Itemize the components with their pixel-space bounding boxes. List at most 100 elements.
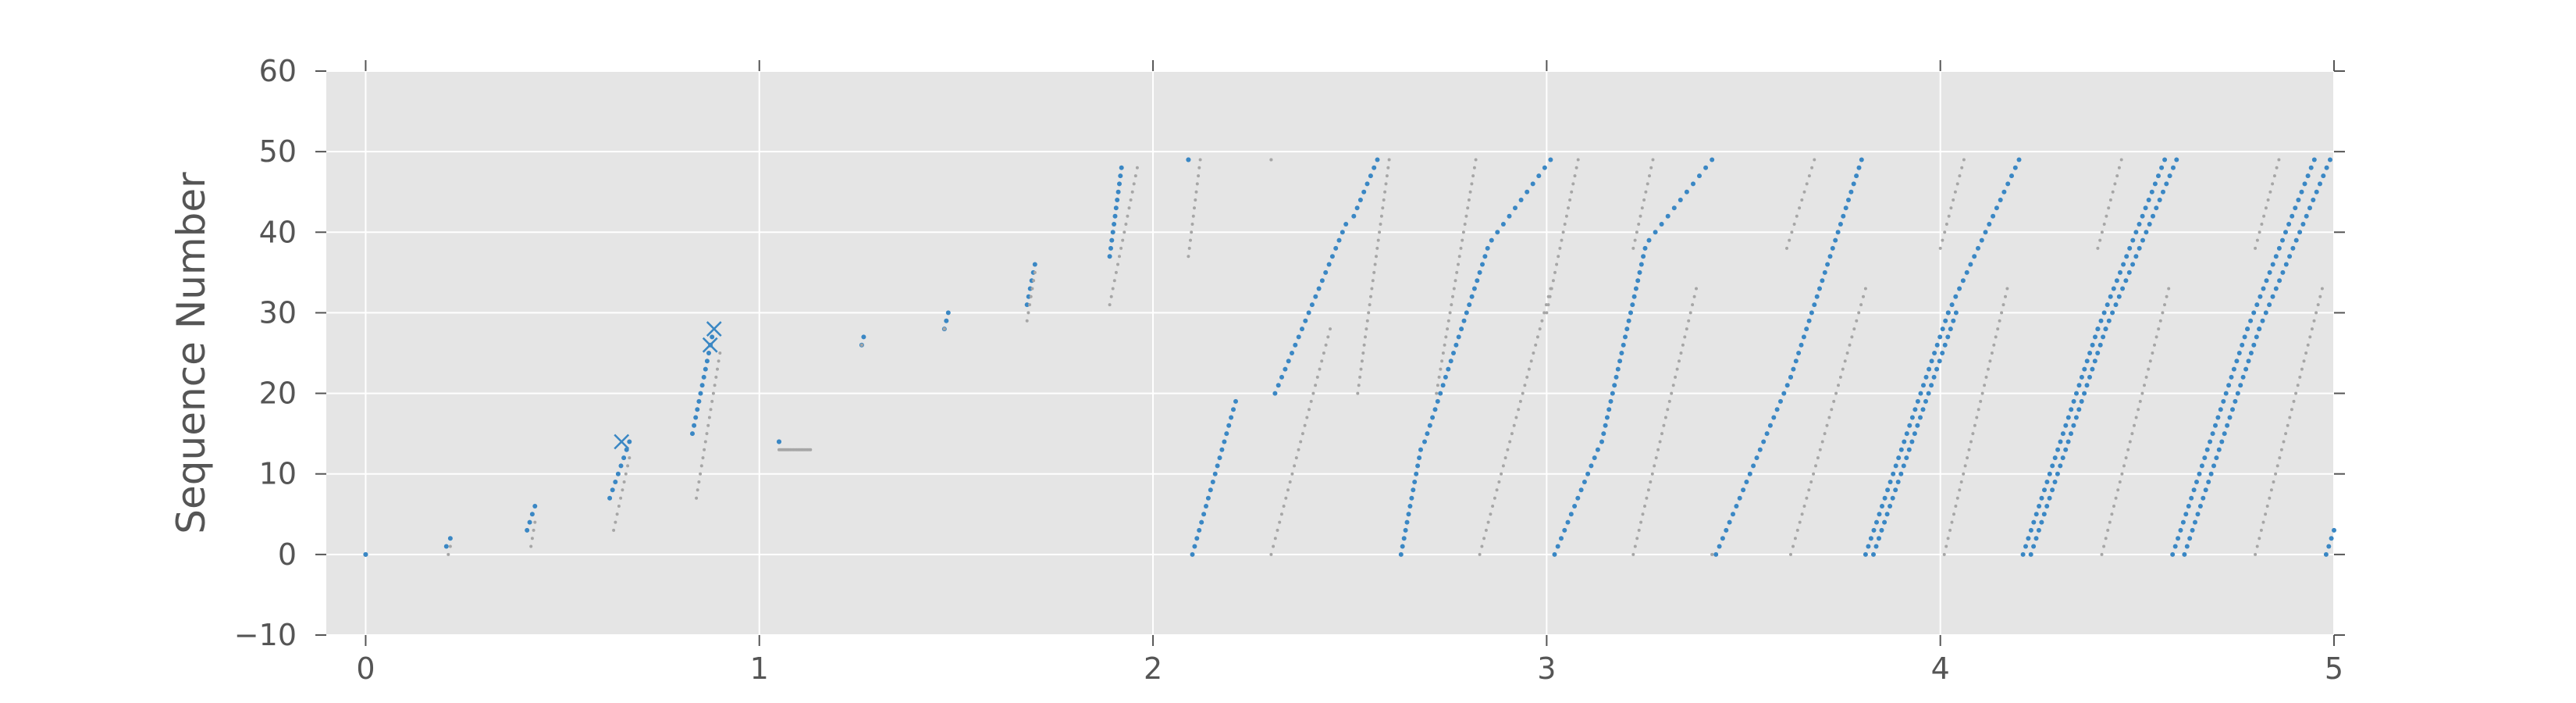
ack-point bbox=[1837, 384, 1840, 387]
ack-point bbox=[1197, 174, 1201, 178]
ack-point bbox=[1631, 246, 1635, 250]
sent-point bbox=[1934, 366, 1940, 372]
sent-point bbox=[2293, 237, 2299, 243]
sent-point bbox=[1703, 165, 1709, 170]
sent-point bbox=[2071, 423, 2076, 428]
ack-point bbox=[1688, 311, 1692, 315]
sent-point bbox=[527, 519, 532, 525]
sent-point bbox=[1945, 334, 1951, 340]
sent-point bbox=[1854, 173, 1859, 179]
sent-point bbox=[2036, 527, 2041, 533]
sent-point bbox=[2305, 173, 2311, 179]
sent-point bbox=[447, 536, 453, 541]
sent-point bbox=[2227, 415, 2233, 420]
ack-point bbox=[1308, 408, 1311, 412]
sent-point bbox=[1296, 334, 1301, 340]
ack-point bbox=[1660, 432, 1663, 436]
sent-point bbox=[2033, 512, 2039, 517]
sent-point bbox=[2332, 527, 2336, 533]
sent-point bbox=[699, 383, 705, 388]
ack-point bbox=[1564, 214, 1568, 218]
ack-point bbox=[2140, 391, 2144, 395]
sent-point bbox=[1972, 254, 1977, 259]
ack-point bbox=[1444, 335, 1448, 339]
sent-point bbox=[2171, 165, 2176, 170]
y-tick-label: 30 bbox=[259, 295, 297, 330]
loss-marker-stroke bbox=[702, 337, 718, 353]
ack-point bbox=[2298, 375, 2302, 379]
ack-point bbox=[1558, 246, 1562, 250]
ack-point bbox=[1648, 174, 1651, 178]
ack-point bbox=[2138, 399, 2142, 403]
sent-point bbox=[1909, 439, 1915, 444]
ack-point bbox=[2104, 537, 2108, 541]
sent-point bbox=[2178, 527, 2183, 533]
sent-point bbox=[696, 398, 702, 404]
sent-point bbox=[1435, 398, 1440, 404]
sent-point bbox=[1866, 544, 1871, 549]
ack-point bbox=[2316, 303, 2320, 307]
ack-point bbox=[2310, 327, 2314, 331]
ack-point bbox=[1802, 190, 1806, 194]
loss-marker-stroke bbox=[706, 321, 722, 337]
sent-point bbox=[1229, 415, 1234, 420]
loss-marker-stroke bbox=[614, 434, 630, 450]
sent-point bbox=[2197, 504, 2203, 509]
ack-point bbox=[1983, 384, 1987, 387]
y-tick-label: 60 bbox=[259, 54, 297, 88]
ack-point bbox=[1637, 528, 1641, 532]
sent-point bbox=[1880, 504, 1884, 509]
ack-point bbox=[2318, 294, 2322, 298]
sent-point bbox=[2251, 310, 2257, 316]
sent-point bbox=[2254, 334, 2259, 340]
ack-point bbox=[1443, 343, 1446, 347]
ack-point bbox=[1535, 335, 1539, 339]
ack-point bbox=[1996, 327, 2000, 331]
ack-point bbox=[1960, 166, 1964, 170]
ack-point bbox=[859, 343, 863, 347]
sent-point bbox=[2208, 471, 2214, 476]
sent-point bbox=[2130, 262, 2136, 267]
sent-point bbox=[1290, 351, 1294, 355]
sent-point bbox=[1110, 230, 1115, 235]
sent-point bbox=[2033, 536, 2039, 541]
ack-point bbox=[1848, 343, 1852, 347]
ack-point bbox=[1852, 327, 1856, 331]
sent-point bbox=[1641, 254, 1646, 259]
ack-point bbox=[1294, 456, 1298, 460]
sent-point bbox=[2093, 334, 2097, 340]
sent-point bbox=[2293, 205, 2298, 211]
ack-point bbox=[1309, 399, 1313, 403]
ack-point bbox=[1450, 303, 1453, 307]
sent-point bbox=[1406, 512, 1411, 517]
sent-point bbox=[2240, 342, 2245, 348]
sent-point bbox=[2118, 269, 2122, 275]
ack-point bbox=[1958, 174, 1962, 178]
ack-point bbox=[1500, 472, 1503, 476]
ack-point bbox=[2154, 335, 2158, 339]
sent-point bbox=[2204, 447, 2210, 452]
ack-point bbox=[2126, 448, 2130, 451]
sent-point bbox=[1771, 415, 1777, 420]
sent-point bbox=[1888, 504, 1893, 509]
axis-ticks bbox=[315, 60, 2345, 646]
sent-point bbox=[2182, 551, 2187, 557]
sent-point bbox=[1418, 447, 1423, 452]
sent-point bbox=[1530, 181, 1535, 187]
x-tick-label: 1 bbox=[750, 651, 769, 686]
sent-point bbox=[2290, 245, 2296, 251]
sent-point bbox=[695, 407, 700, 412]
ack-point bbox=[2258, 537, 2261, 541]
sent-point bbox=[1877, 536, 1881, 541]
ack-point bbox=[718, 352, 722, 355]
ack-point bbox=[1691, 303, 1695, 307]
sent-point bbox=[1994, 205, 1999, 211]
sent-point bbox=[2087, 374, 2092, 380]
ack-point bbox=[1437, 375, 1441, 379]
sent-point bbox=[1608, 398, 1614, 404]
ack-point bbox=[1025, 319, 1029, 323]
sent-point bbox=[1904, 431, 1909, 437]
ack-point bbox=[1681, 343, 1685, 347]
sent-point bbox=[2069, 431, 2073, 437]
sent-point bbox=[2101, 310, 2107, 316]
